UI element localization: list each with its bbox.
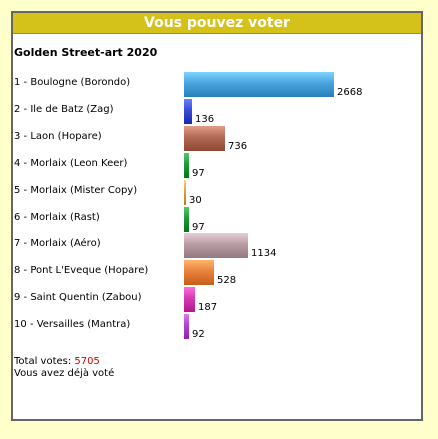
poll-option-bar xyxy=(184,206,189,232)
poll-option-row: 5 - Morlaix (Mister Copy) 30 xyxy=(13,179,421,207)
poll-option-row: 1 - Boulogne (Borondo) 2668 xyxy=(13,72,421,99)
poll-option-label: 5 - Morlaix (Mister Copy) xyxy=(14,184,138,196)
poll-option-bar xyxy=(184,314,189,340)
poll-option-label: 3 - Laon (Hopare) xyxy=(14,130,102,142)
poll-header: Vous pouvez voter xyxy=(13,13,421,34)
poll-option-label: 7 - Morlaix (Aéro) xyxy=(14,238,101,250)
poll-option-votes: 528 xyxy=(217,275,237,287)
poll-option-label: 1 - Boulogne (Borondo) xyxy=(14,77,131,88)
poll-header-title: Vous pouvez voter xyxy=(144,15,290,31)
poll-option-votes: 736 xyxy=(228,140,248,152)
poll-option-bar xyxy=(184,98,192,124)
poll-option-row: 10 - Versailles (Mantra) 92 xyxy=(13,314,421,341)
poll-option-row: 2 - Ile de Batz (Zag) 136 xyxy=(13,98,421,126)
poll-option-bar xyxy=(184,152,189,178)
poll-option-bar xyxy=(184,125,225,151)
poll-option-votes: 187 xyxy=(198,302,218,314)
poll-option-row: 8 - Pont L'Eveque (Hopare) 528 xyxy=(13,260,421,287)
poll-option-votes: 1134 xyxy=(251,248,277,260)
total-votes-value: 5705 xyxy=(74,356,100,367)
poll-option-row: 6 - Morlaix (Rast) 97 xyxy=(13,206,421,234)
poll-option-bar xyxy=(184,287,195,313)
poll-option-bar xyxy=(184,233,248,259)
poll-option-label: 4 - Morlaix (Leon Keer) xyxy=(14,157,128,169)
poll-summary: Total votes: 5705 Vous avez déjà voté xyxy=(14,356,114,380)
poll-option-label: 10 - Versailles (Mantra) xyxy=(14,319,131,331)
total-votes-label: Total votes: xyxy=(14,356,72,367)
poll-option-bar xyxy=(184,179,186,205)
poll-option-votes: 30 xyxy=(189,194,202,206)
poll-option-row: 3 - Laon (Hopare) 736 xyxy=(13,125,421,153)
poll-option-bar xyxy=(184,260,214,286)
poll-option-label: 6 - Morlaix (Rast) xyxy=(14,211,100,223)
poll-option-label: 8 - Pont L'Eveque (Hopare) xyxy=(14,265,149,277)
poll-option-votes: 136 xyxy=(195,113,215,125)
poll-option-votes: 97 xyxy=(192,221,205,233)
poll-option-label: 2 - Ile de Batz (Zag) xyxy=(14,103,114,115)
poll-option-votes: 92 xyxy=(192,329,205,341)
poll-option-row: 7 - Morlaix (Aéro) 1134 xyxy=(13,233,421,260)
total-votes: Total votes: 5705 xyxy=(14,356,114,368)
poll-option-row: 9 - Saint Quentin (Zabou) 187 xyxy=(13,287,421,314)
poll-title: Golden Street-art 2020 xyxy=(14,46,158,59)
poll-option-votes: 97 xyxy=(192,167,205,179)
poll-option-row: 4 - Morlaix (Leon Keer) 97 xyxy=(13,152,421,180)
already-voted-message: Vous avez déjà voté xyxy=(14,368,115,379)
poll-widget: Vous pouvez voter Golden Street-art 2020… xyxy=(11,11,423,421)
poll-option-label: 9 - Saint Quentin (Zabou) xyxy=(14,292,142,304)
poll-option-votes: 2668 xyxy=(337,87,363,98)
poll-option-bar xyxy=(184,72,334,97)
